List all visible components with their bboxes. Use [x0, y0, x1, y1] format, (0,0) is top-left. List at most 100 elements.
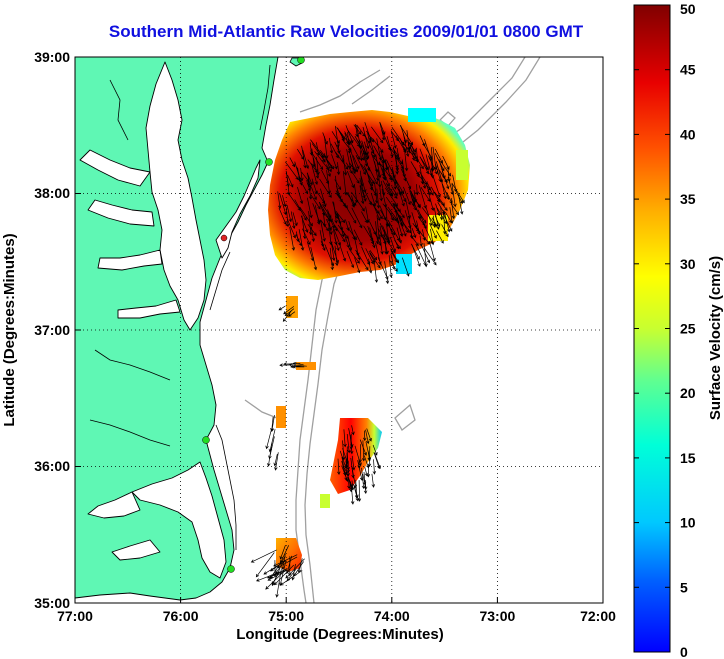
velocity-vector: [301, 215, 307, 240]
velocity-vector: [342, 139, 352, 152]
velocity-vector: [288, 363, 307, 367]
velocity-vector: [412, 222, 420, 233]
velocity-vector: [393, 202, 405, 219]
velocity-vector: [286, 207, 290, 228]
velocity-vector: [357, 460, 364, 481]
x-tick-label: 76:00: [163, 608, 199, 624]
velocity-vector: [384, 261, 390, 285]
velocity-patch-small-4: [320, 494, 330, 508]
velocity-vector: [401, 159, 407, 178]
velocity-vector: [398, 188, 405, 207]
velocity-vector: [392, 170, 397, 190]
velocity-vector: [426, 184, 431, 196]
velocity-vector: [324, 136, 329, 159]
velocity-vector: [411, 244, 421, 267]
velocity-vector: [329, 247, 335, 271]
y-tick-label: 35:00: [34, 595, 70, 611]
velocity-vector: [363, 480, 368, 491]
velocity-vector: [345, 125, 354, 144]
velocity-vector: [367, 133, 372, 144]
velocity-vector: [379, 205, 387, 221]
velocity-vector: [255, 552, 275, 578]
velocity-vector: [445, 211, 453, 224]
velocity-vector: [359, 185, 365, 205]
velocity-vector: [400, 223, 407, 237]
velocity-vector: [338, 242, 347, 262]
velocity-vector: [374, 262, 379, 283]
velocity-vector: [318, 201, 326, 216]
velocity-vector: [348, 248, 360, 264]
velocity-vector: [365, 248, 374, 265]
velocity-vector: [441, 170, 450, 190]
velocity-vector: [429, 241, 436, 262]
velocity-vector: [423, 247, 437, 266]
velocity-vector: [342, 154, 348, 176]
velocity-vector: [334, 179, 342, 191]
velocity-vector: [355, 124, 359, 138]
velocity-vector: [451, 183, 457, 208]
velocity-vector: [431, 217, 438, 228]
velocity-vector: [438, 169, 448, 183]
velocity-vector: [278, 305, 286, 311]
velocity-vector: [347, 191, 355, 208]
velocity-vector: [362, 430, 367, 442]
colorbar-tick-label: 20: [680, 385, 696, 401]
velocity-vector: [419, 176, 431, 191]
velocity-vector: [345, 192, 357, 206]
velocity-vector: [361, 246, 371, 266]
velocity-vector: [334, 175, 340, 197]
colorbar-tick-label: 25: [680, 321, 696, 337]
velocity-vector: [400, 168, 412, 190]
velocity-vector: [363, 165, 374, 187]
colorbar-tick-label: 5: [680, 579, 688, 595]
velocity-vector: [419, 135, 426, 147]
velocity-vector: [354, 135, 363, 149]
velocity-vector: [345, 446, 349, 468]
velocity-vector: [352, 172, 360, 184]
velocity-vector: [366, 130, 374, 143]
velocity-vector: [359, 439, 367, 456]
velocity-patch-green: [456, 150, 468, 180]
velocity-vector: [424, 139, 433, 162]
velocity-vector: [293, 561, 304, 577]
velocity-vector: [320, 219, 326, 242]
velocity-vector: [434, 215, 441, 227]
velocity-vector: [287, 219, 296, 239]
velocity-vector: [401, 257, 410, 277]
velocity-vector: [298, 229, 305, 251]
x-tick-label: 73:00: [479, 608, 515, 624]
velocity-vector: [345, 219, 350, 232]
velocity-vector: [327, 209, 333, 223]
velocity-vector: [250, 549, 277, 563]
velocity-vector: [288, 311, 296, 317]
velocity-vector: [353, 483, 359, 502]
velocity-vector: [361, 211, 368, 224]
velocity-vector: [396, 211, 403, 222]
y-tick-label: 36:00: [34, 458, 70, 474]
velocity-vector: [273, 554, 298, 567]
velocity-vector: [311, 186, 317, 201]
velocity-vector: [390, 248, 399, 264]
velocity-vector: [307, 159, 318, 173]
velocity-vector: [380, 180, 386, 196]
velocity-vector: [348, 220, 356, 241]
velocity-vector: [346, 452, 350, 474]
x-tick-label: 74:00: [374, 608, 410, 624]
velocity-vector: [352, 155, 360, 170]
velocity-vector: [263, 560, 286, 575]
velocity-vector: [368, 250, 381, 269]
velocity-vector: [326, 170, 332, 195]
velocity-vector: [395, 156, 399, 175]
velocity-vector: [346, 433, 351, 454]
velocity-region-middle: [330, 418, 382, 494]
velocity-vector: [436, 196, 448, 211]
velocity-vector: [346, 170, 355, 189]
velocity-vector: [351, 191, 365, 212]
velocity-vector: [330, 143, 339, 159]
velocity-vector: [434, 148, 443, 164]
velocity-vector: [270, 416, 274, 432]
velocity-vector: [306, 197, 313, 219]
velocity-vector: [371, 126, 384, 144]
colorbar-tick-label: 15: [680, 450, 696, 466]
